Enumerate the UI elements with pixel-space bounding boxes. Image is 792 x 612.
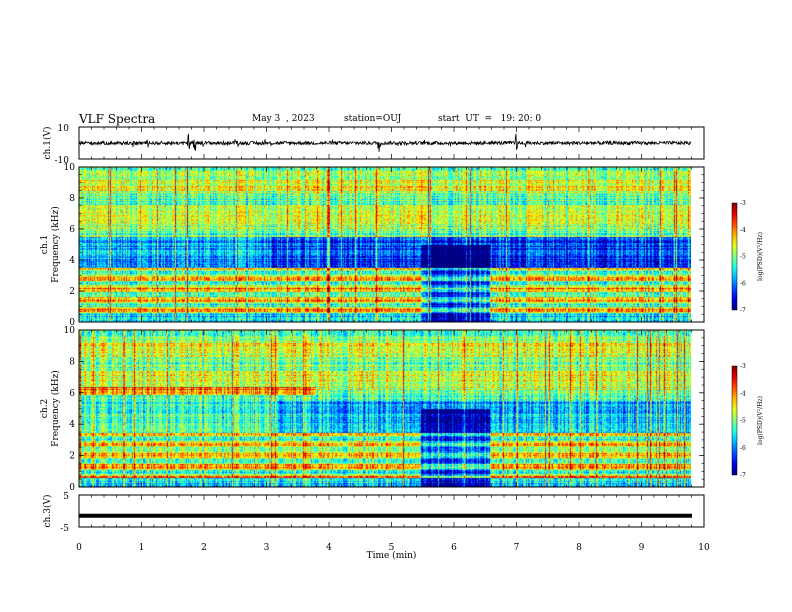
ch1-waveform-line (78, 133, 692, 152)
y-tick-label: 4 (69, 256, 75, 266)
colorbar-label: log(PSD)(V²/Hz) (757, 396, 764, 445)
colorbar-tick-label: -3 (740, 200, 746, 207)
colorbar (731, 202, 738, 311)
y-tick-label: 2 (69, 452, 75, 462)
x-tick-label: 0 (76, 543, 82, 553)
colorbar-tick-label: -6 (740, 280, 746, 287)
y-axis-label: ch.1(V) (42, 127, 53, 160)
y-tick-label: 0 (69, 483, 75, 493)
y-axis-label: ch.3(V) (42, 495, 53, 528)
y-axis-label: Frequency (kHz) (50, 206, 61, 283)
x-axis-label: Time (min) (367, 550, 417, 561)
x-tick-label: 5 (389, 543, 395, 553)
x-tick-label: 4 (326, 543, 332, 553)
x-tick-label: 10 (698, 543, 710, 553)
colorbar-label: log(PSD)(V²/Hz) (757, 232, 764, 281)
y-tick-label: 10 (64, 326, 76, 336)
y-axis-label: ch.1 (40, 235, 50, 254)
colorbar-tick-label: -4 (740, 390, 746, 397)
colorbar-tick-label: -7 (740, 307, 746, 314)
y-tick-label: 8 (69, 357, 75, 367)
start-time-label: start UT = 19: 20: 0 (438, 114, 542, 124)
y-axis-label: Frequency (kHz) (50, 370, 61, 447)
x-tick-label: 7 (514, 543, 520, 553)
colorbar-tick-label: -4 (740, 227, 746, 234)
colorbar-tick-label: -3 (740, 363, 746, 370)
x-tick-label: 9 (639, 543, 645, 553)
x-tick-label: 3 (264, 543, 270, 553)
y-tick-label: 0 (69, 318, 75, 328)
colorbar-tick-label: -5 (740, 418, 746, 425)
colorbar-tick-label: -5 (740, 254, 746, 261)
colorbar-tick-label: -6 (740, 445, 746, 452)
x-tick-label: 1 (139, 543, 145, 553)
date-label: May 3 , 2023 (252, 114, 315, 124)
y-tick-label: 6 (69, 389, 75, 399)
y-axis-label: ch.2 (40, 399, 50, 418)
y-tick-label: 4 (69, 420, 75, 430)
y-tick-label: 10 (58, 124, 70, 134)
colorbar (731, 365, 738, 476)
y-tick-label: 6 (69, 225, 75, 235)
y-tick-label: 10 (64, 163, 76, 173)
colorbar-tick-label: -7 (740, 472, 746, 479)
y-tick-label: 2 (69, 287, 75, 297)
y-tick-label: 8 (69, 194, 75, 204)
y-tick-label: 5 (63, 492, 69, 502)
x-tick-label: 2 (201, 543, 207, 553)
spectrogram-image-ch1 (79, 167, 691, 322)
chart-title: VLF Spectra (79, 112, 156, 126)
y-tick-label: -5 (60, 524, 69, 534)
x-tick-label: 8 (576, 543, 582, 553)
spectrogram-image-ch2 (79, 330, 691, 487)
y-tick-label: -10 (55, 156, 70, 166)
x-tick-label: 6 (451, 543, 457, 553)
station-label: station=OUJ (344, 114, 402, 124)
